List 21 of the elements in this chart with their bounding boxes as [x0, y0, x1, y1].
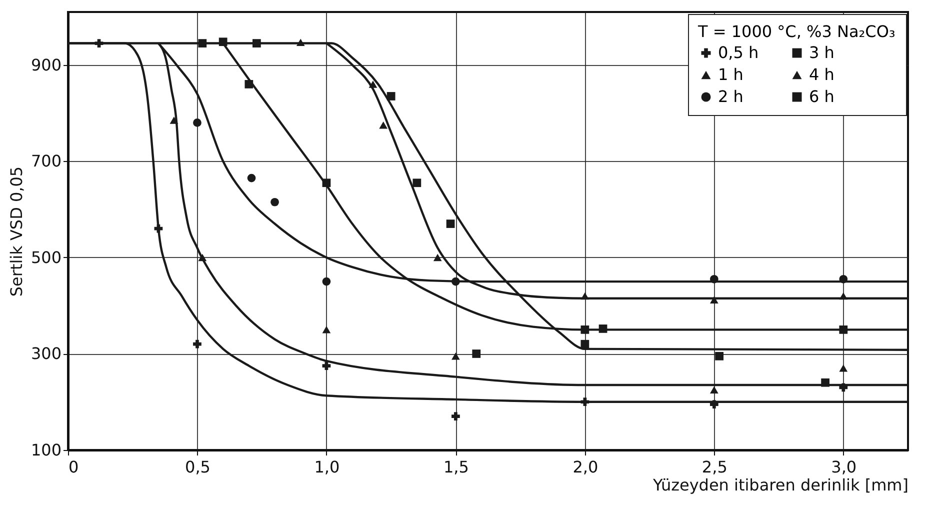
legend-label: 2 h [718, 87, 744, 106]
x-tick-label: 2,0 [572, 458, 598, 476]
y-tick-label: 300 [30, 344, 62, 364]
y-tick-label: 100 [30, 440, 62, 460]
legend-label: 4 h [809, 65, 834, 84]
legend-label: 0,5 h [718, 43, 759, 62]
x-tick-label: 0,5 [185, 458, 210, 476]
y-axis-title: Sertlik VSD 0,05 [6, 166, 26, 297]
x-axis-title: Yüzeyden itibaren derinlik [mm] [652, 476, 908, 494]
x-tick-label: 1,5 [443, 458, 469, 476]
x-tick-label: 3,0 [831, 458, 857, 476]
y-tick-label: 500 [30, 248, 62, 267]
x-tick-label: 0 [68, 458, 79, 476]
legend-title: T = 1000 °C, %3 Na₂CO₃ [697, 22, 896, 41]
x-tick-label: 2,5 [702, 458, 728, 476]
x-tick-label: 1,0 [314, 458, 340, 476]
legend-label: 6 h [809, 87, 834, 106]
y-tick-label: 700 [30, 152, 62, 171]
legend-label: 3 h [809, 43, 834, 62]
y-tick-label: 900 [30, 55, 62, 74]
legend-label: 1 h [718, 65, 744, 84]
